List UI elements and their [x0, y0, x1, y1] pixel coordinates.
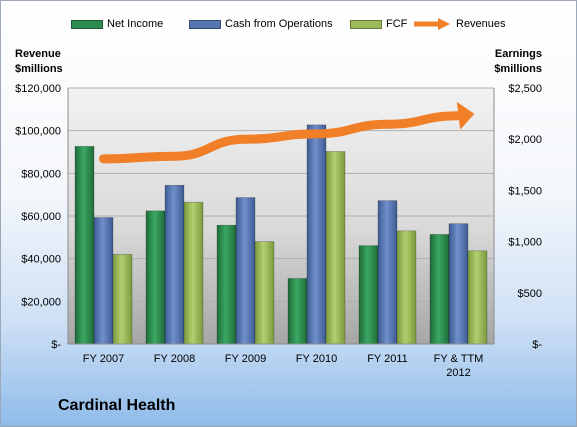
- left-axis-title: Revenue: [15, 48, 61, 60]
- bar-net-income-2: [216, 224, 237, 345]
- bar-net-income-5: [429, 234, 450, 345]
- company-name: Cardinal Health: [58, 397, 176, 414]
- left-tick-labels: $- $20,000 $40,000 $60,000 $80,000 $100,000 $1…: [15, 83, 61, 351]
- left-tick-label: $20,000: [21, 296, 61, 308]
- left-tick-label: $100,000: [15, 126, 61, 138]
- bar-net-income-4: [358, 245, 379, 345]
- bar-fcf-0: [112, 254, 133, 345]
- legend-swatch-cash-from-operations: [189, 19, 221, 29]
- left-tick-label: $40,000: [21, 254, 61, 266]
- x-tick-label: FY 2008: [154, 353, 195, 365]
- legend-swatch-fcf: [350, 19, 382, 29]
- bar-cash-from-operations-4: [377, 200, 398, 345]
- bar-fcf-1: [183, 201, 204, 345]
- right-tick-label: $-: [532, 339, 542, 351]
- axes: [67, 88, 495, 345]
- x-tick-label: FY & TTM 2012: [434, 353, 484, 379]
- bar-cash-from-operations-0: [93, 217, 114, 345]
- left-tick-label: $80,000: [21, 168, 61, 180]
- right-tick-label: $1,500: [508, 185, 542, 197]
- left-tick-label: $120,000: [15, 83, 61, 95]
- legend-swatch-net-income: [71, 19, 103, 29]
- bars: [74, 124, 488, 345]
- legend-item-fcf: FCF: [350, 15, 407, 33]
- left-axis-title: $millions: [15, 63, 63, 75]
- bar-cash-from-operations-1: [164, 184, 185, 345]
- x-tick-label: FY 2010: [296, 353, 337, 365]
- bar-fcf-5: [467, 250, 488, 345]
- legend-item-revenues: Revenues: [412, 15, 506, 33]
- legend-label-revenues: Revenues: [456, 18, 506, 30]
- left-tick-label: $60,000: [21, 211, 61, 223]
- legend-item-cash-from-operations: Cash from Operations: [189, 15, 333, 33]
- bar-cash-from-operations-2: [235, 197, 256, 345]
- revenue-series-line: [99, 111, 463, 164]
- right-tick-label: $2,000: [508, 134, 542, 146]
- bar-fcf-2: [254, 241, 275, 345]
- bar-cash-from-operations-5: [448, 223, 469, 345]
- revenue-line: [99, 101, 475, 164]
- axis-titles: Revenue $millions Earnings $millions: [15, 48, 542, 75]
- legend: Net Income Cash from Operations FCF Reve…: [1, 15, 576, 33]
- x-tick-labels: FY 2007 FY 2008 FY 2009 FY 2010 FY 2011 FY & …: [83, 353, 484, 379]
- x-tick-label: FY 2007: [83, 353, 124, 365]
- right-axis-title: $millions: [494, 63, 542, 75]
- legend-label-fcf: FCF: [386, 18, 408, 30]
- right-axis-title: Earnings: [495, 48, 542, 60]
- bar-net-income-0: [74, 146, 95, 345]
- bar-net-income-1: [145, 210, 166, 345]
- bar-fcf-4: [396, 230, 417, 345]
- x-tick-label: FY 2009: [225, 353, 266, 365]
- right-tick-label: $1,000: [508, 237, 542, 249]
- bar-net-income-3: [287, 278, 308, 345]
- revenue-arrowhead: [456, 101, 475, 130]
- bar-cash-from-operations-3: [306, 124, 327, 345]
- legend-label-net-income: Net Income: [107, 18, 164, 30]
- right-tick-label: $2,500: [508, 83, 542, 95]
- right-tick-label: $500: [518, 288, 542, 300]
- bar-fcf-3: [325, 151, 346, 345]
- left-tick-label: $-: [51, 339, 61, 351]
- legend-label-cash-from-operations: Cash from Operations: [225, 18, 333, 30]
- gridlines: [68, 87, 494, 302]
- legend-item-net-income: Net Income: [71, 15, 163, 33]
- x-tick-label: FY 2011: [367, 353, 408, 365]
- right-tick-labels: $- $500 $1,000 $1,500 $2,000 $2,500: [508, 83, 542, 351]
- legend-swatch-revenues: [414, 18, 450, 30]
